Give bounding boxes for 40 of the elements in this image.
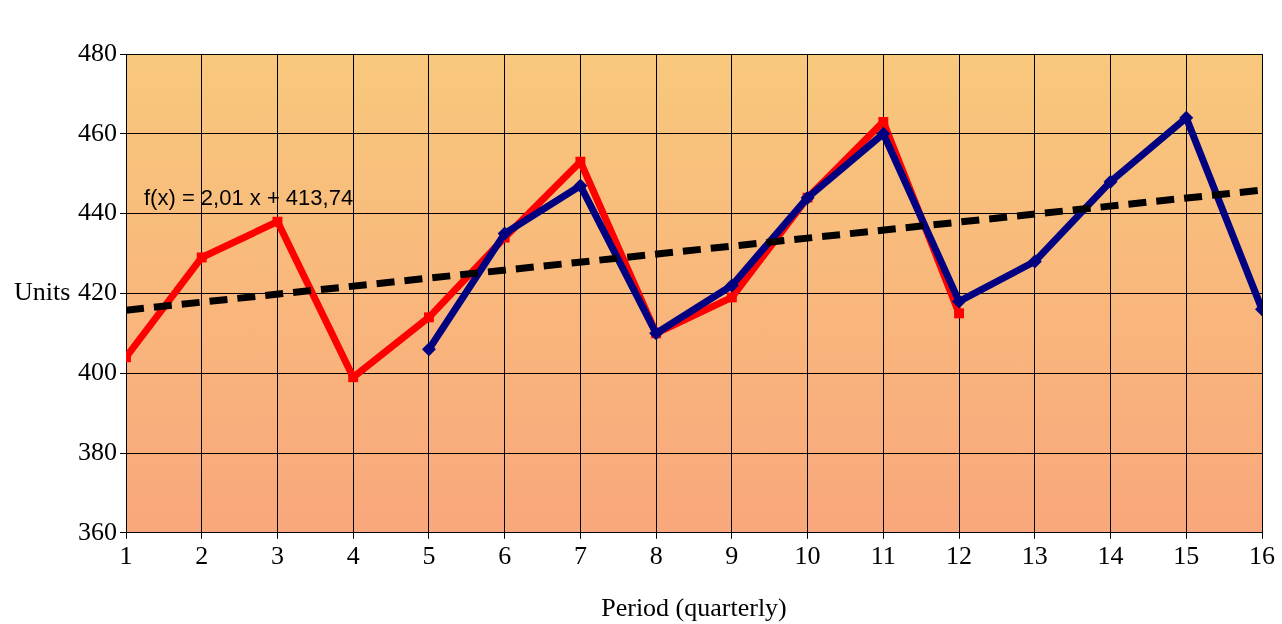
point — [724, 278, 739, 293]
x-tick-label: 12 — [946, 541, 973, 571]
point — [952, 294, 967, 309]
point — [196, 252, 207, 263]
point — [876, 126, 891, 141]
point — [575, 156, 586, 167]
point — [497, 226, 512, 241]
x-axis-title: Period (quarterly) — [601, 592, 787, 622]
y-tick-label: 400 — [78, 357, 117, 387]
point — [423, 312, 434, 323]
y-tick-label: 360 — [78, 516, 117, 546]
x-tick-label: 13 — [1021, 541, 1048, 571]
point — [421, 342, 436, 357]
x-tick-label: 14 — [1097, 541, 1124, 571]
x-tick-label: 5 — [422, 541, 436, 571]
x-tick-label: 9 — [725, 541, 739, 571]
point — [954, 308, 965, 319]
y-tick-label: 420 — [78, 277, 117, 307]
y-axis-title: Units — [14, 277, 71, 307]
y-tick-label: 440 — [78, 197, 117, 227]
x-tick-label: 15 — [1173, 541, 1200, 571]
x-tick-label: 4 — [346, 541, 360, 571]
point — [726, 292, 737, 303]
x-tick-label: 1 — [119, 541, 133, 571]
x-tick-label: 3 — [270, 541, 284, 571]
y-tick-label: 480 — [78, 37, 117, 67]
point — [272, 216, 283, 227]
point — [1027, 254, 1042, 269]
x-tick-label: 7 — [573, 541, 587, 571]
y-tick-label: 460 — [78, 117, 117, 147]
x-tick-label: 8 — [649, 541, 663, 571]
point — [573, 178, 588, 193]
point — [878, 116, 889, 127]
x-tick-label: 2 — [195, 541, 209, 571]
x-tick-label: 6 — [498, 541, 512, 571]
point — [1103, 174, 1118, 189]
y-tick-label: 380 — [78, 436, 117, 466]
x-tick-label: 16 — [1249, 541, 1275, 571]
x-tick-label: 10 — [794, 541, 821, 571]
x-tick-label: 11 — [870, 541, 896, 571]
